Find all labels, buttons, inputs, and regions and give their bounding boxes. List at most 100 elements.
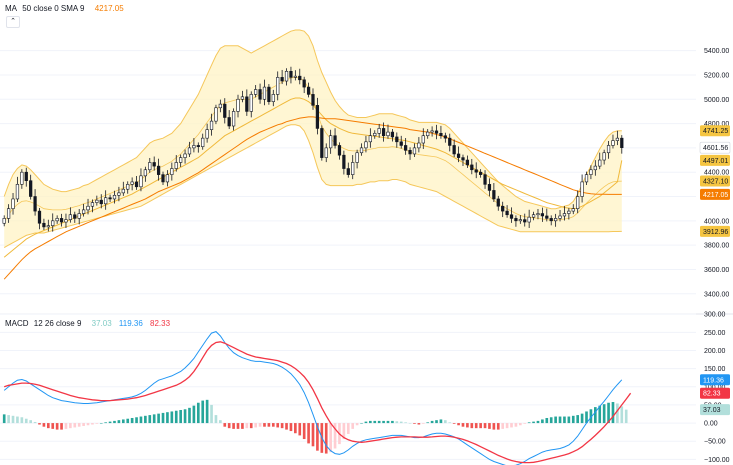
candle-body xyxy=(51,220,55,226)
candle xyxy=(86,198,90,215)
histogram-bar xyxy=(38,423,41,425)
candle-body xyxy=(81,209,86,214)
candle xyxy=(368,128,372,148)
candle xyxy=(545,208,549,222)
histogram-bar xyxy=(192,405,196,424)
candle-body xyxy=(549,218,553,222)
candle-body xyxy=(179,157,183,163)
candle-body xyxy=(289,70,293,78)
histogram-bar xyxy=(258,423,262,427)
candle xyxy=(104,190,108,210)
main-price-axis[interactable]: 3400.003600.003800.004000.004200.004400.… xyxy=(704,48,729,298)
candle-body xyxy=(364,141,368,149)
histogram-bar xyxy=(42,423,46,427)
histogram-bar xyxy=(263,423,266,427)
histogram-bar xyxy=(161,412,165,424)
candle xyxy=(280,69,284,85)
histogram-bar xyxy=(382,420,385,424)
histogram-bar xyxy=(514,423,518,427)
candle-body xyxy=(324,147,328,158)
candle xyxy=(611,134,615,149)
candle xyxy=(536,209,540,220)
histogram-bar xyxy=(470,423,474,429)
candle xyxy=(254,85,258,98)
candle xyxy=(320,125,324,161)
candle xyxy=(165,170,170,187)
price-label-bg xyxy=(700,404,730,416)
candle xyxy=(381,122,386,142)
candle xyxy=(117,186,121,202)
histogram-bar xyxy=(214,415,218,424)
candle-body xyxy=(218,103,222,109)
candle-body xyxy=(37,210,42,224)
candle-body xyxy=(536,213,540,216)
histogram-bar xyxy=(576,415,580,424)
candle-body xyxy=(443,135,447,139)
candle xyxy=(46,219,50,232)
histogram-bar xyxy=(16,416,19,424)
histogram-bar xyxy=(488,423,491,429)
price-label-bg xyxy=(699,141,731,154)
main-price-labels: 4741.25 4601.56 4497.01 4327.10 4217.05 3912.… xyxy=(699,125,731,237)
candle-body xyxy=(329,135,333,149)
histogram-bar xyxy=(210,404,213,424)
candle-body xyxy=(108,197,112,200)
histogram-bar xyxy=(249,423,253,429)
histogram-bar xyxy=(179,410,182,424)
candle-body xyxy=(355,152,359,163)
candle-body xyxy=(24,171,28,182)
candle-body xyxy=(276,77,280,95)
candle xyxy=(289,66,293,84)
histogram-bar xyxy=(126,418,130,424)
histogram-bar xyxy=(373,420,377,424)
histogram-bar xyxy=(435,420,438,424)
candle-body xyxy=(99,199,103,205)
candle xyxy=(456,146,461,163)
histogram-bar xyxy=(82,423,85,426)
candle xyxy=(531,211,536,221)
candle-body xyxy=(156,165,161,175)
histogram-bar xyxy=(11,415,15,424)
main-indicator-legend[interactable]: MA 50 close 0 SMA 9 4217.05 xyxy=(5,3,124,14)
candle xyxy=(271,89,275,107)
candle-body xyxy=(501,205,505,212)
candle-body xyxy=(386,131,390,137)
candle xyxy=(359,143,364,156)
candle-body xyxy=(531,214,536,218)
candle xyxy=(227,110,231,130)
y-tick-label: 300.00 xyxy=(704,312,726,319)
macd-legend-name: MACD xyxy=(5,319,29,328)
histogram-bar xyxy=(152,414,156,424)
main-pane[interactable]: 3400.003600.003800.004000.004200.004400.… xyxy=(0,29,731,298)
candle-body xyxy=(492,190,496,200)
y-tick-label: 5000.00 xyxy=(704,97,729,104)
histogram-bar xyxy=(333,423,337,449)
histogram-bar xyxy=(523,423,527,424)
candle-body xyxy=(121,188,125,194)
ma50-line xyxy=(3,116,622,280)
histogram-bar xyxy=(329,423,332,453)
histogram-bar xyxy=(457,423,460,426)
candle-body xyxy=(227,117,231,127)
histogram-bar xyxy=(527,422,531,424)
candle-body xyxy=(205,129,209,139)
candle-body xyxy=(346,168,350,175)
candle xyxy=(620,135,624,154)
histogram-bar xyxy=(86,423,90,426)
macd-pane[interactable]: −100.00−50.000.0050.00100.00150.00200.00… xyxy=(0,312,730,465)
histogram-bar xyxy=(188,407,191,424)
candle xyxy=(205,123,209,143)
histogram-bar xyxy=(245,423,249,429)
candle xyxy=(567,208,571,220)
price-label-bg xyxy=(700,175,730,187)
candle xyxy=(51,213,55,232)
collapse-chevron-icon[interactable]: ⌃ xyxy=(6,16,20,28)
candle-body xyxy=(240,96,245,100)
candle-body xyxy=(148,162,152,171)
histogram-bar xyxy=(510,423,513,428)
macd-indicator-legend[interactable]: MACD 12 26 close 9 37.03 119.36 82.33 xyxy=(5,318,170,329)
candle xyxy=(37,208,42,230)
histogram-bar xyxy=(589,409,593,424)
histogram-bar xyxy=(549,417,553,424)
